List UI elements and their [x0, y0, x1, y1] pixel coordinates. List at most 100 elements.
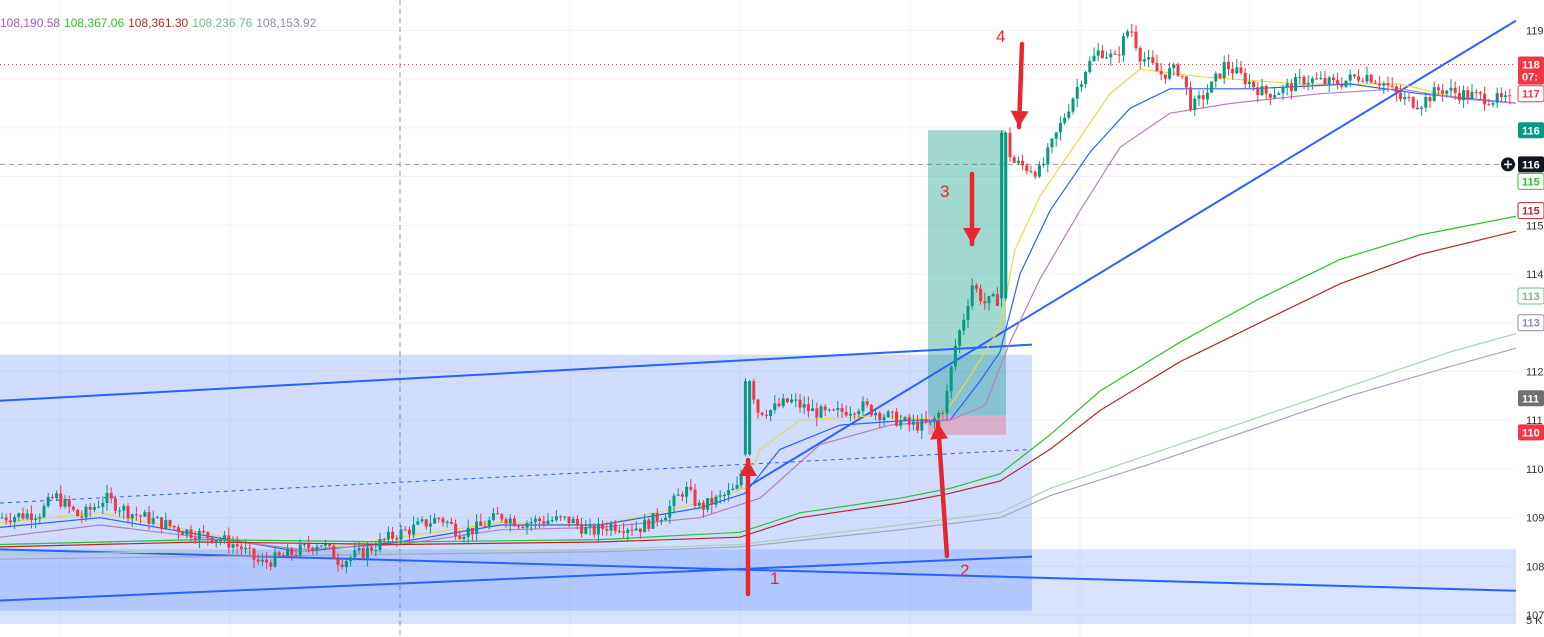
candle-body — [1357, 76, 1361, 81]
moving-average-5 — [0, 229, 1521, 548]
candle — [865, 398, 869, 408]
candle-body — [1075, 86, 1079, 99]
candle-body — [517, 526, 521, 528]
candle-body — [13, 517, 17, 523]
candle-body — [428, 523, 432, 527]
candle-body — [84, 506, 88, 518]
candle — [752, 378, 756, 404]
price-tag-9: 113 — [1517, 314, 1544, 332]
candle-body — [638, 528, 642, 533]
candle-body — [916, 421, 920, 431]
candle-body — [109, 492, 113, 499]
candle — [991, 292, 995, 298]
candle — [1281, 84, 1285, 101]
price-axis[interactable]: 1191171151141121111101091081075 K11807:1… — [1501, 0, 1544, 637]
candle — [567, 516, 571, 528]
candle-body — [1310, 78, 1314, 83]
candle — [1210, 81, 1214, 93]
candle — [668, 499, 672, 524]
candle — [731, 483, 735, 491]
candle — [323, 539, 327, 551]
candle-body — [861, 401, 865, 412]
price-tag-text: 113 — [1522, 291, 1540, 303]
candle-body — [1117, 54, 1121, 56]
candle — [386, 526, 390, 543]
candle — [1008, 127, 1012, 163]
candle-body — [890, 411, 894, 413]
candle-body — [105, 492, 109, 504]
candle — [126, 502, 130, 524]
candle — [689, 479, 693, 492]
candle-body — [827, 409, 831, 411]
candle-body — [512, 518, 516, 527]
candle — [941, 410, 945, 419]
candle — [928, 421, 932, 426]
candle-body — [1365, 74, 1369, 82]
candle-body — [924, 419, 928, 423]
candle — [328, 543, 332, 550]
candle — [659, 517, 663, 526]
candle — [491, 507, 495, 522]
candle-body — [25, 513, 29, 519]
arrow-2-shaft — [935, 420, 950, 559]
candle — [1180, 75, 1184, 80]
candle — [1075, 78, 1079, 108]
candle-body — [403, 529, 407, 531]
y-tick-label-7: 109 — [1526, 513, 1544, 525]
candle-body — [769, 410, 773, 416]
candle — [67, 495, 71, 514]
candle — [1105, 51, 1109, 59]
candle — [1155, 54, 1159, 72]
candle-body — [281, 555, 285, 557]
candle — [29, 505, 33, 529]
candle-body — [840, 408, 844, 412]
candle-body — [437, 518, 441, 520]
candle — [361, 546, 365, 560]
candle — [441, 516, 445, 528]
candle-body — [151, 518, 155, 524]
candle — [857, 408, 861, 418]
candle — [1340, 77, 1344, 89]
y-tick-label-9: 107 — [1526, 610, 1544, 622]
candle — [1243, 67, 1247, 89]
candle-body — [1058, 122, 1062, 133]
candle-body — [235, 544, 239, 547]
price-tag-text: 115 — [1522, 176, 1540, 188]
candle — [1063, 113, 1067, 125]
candle-body — [29, 513, 33, 520]
candle — [1424, 92, 1428, 113]
candle-body — [1474, 91, 1478, 93]
candle — [206, 531, 210, 546]
candle — [76, 509, 80, 517]
add-alert-button[interactable] — [1501, 157, 1515, 172]
candle-body — [1327, 77, 1331, 84]
candle-body — [584, 526, 588, 534]
candle-body — [470, 527, 474, 534]
candle — [676, 488, 680, 496]
candle-body — [139, 515, 143, 517]
candle-body — [197, 530, 201, 541]
candle — [1247, 73, 1251, 89]
candle-body — [722, 494, 726, 496]
candle-body — [1268, 93, 1272, 98]
candle-body — [1159, 71, 1163, 75]
candle-body — [794, 399, 798, 401]
candle — [727, 482, 731, 502]
candle — [1445, 89, 1449, 98]
candle-body — [1222, 62, 1226, 78]
candle-body — [378, 539, 382, 551]
candle — [638, 528, 642, 539]
candle-body — [1361, 80, 1365, 82]
candle — [861, 396, 865, 416]
candle — [1218, 73, 1222, 80]
candle — [185, 528, 189, 539]
price-tag-5: 116 — [1518, 156, 1544, 173]
candle — [1319, 71, 1323, 80]
candle-body — [340, 564, 344, 568]
candle-body — [1436, 87, 1440, 91]
candle-body — [298, 544, 302, 556]
candle — [298, 539, 302, 559]
candle — [1310, 76, 1314, 90]
